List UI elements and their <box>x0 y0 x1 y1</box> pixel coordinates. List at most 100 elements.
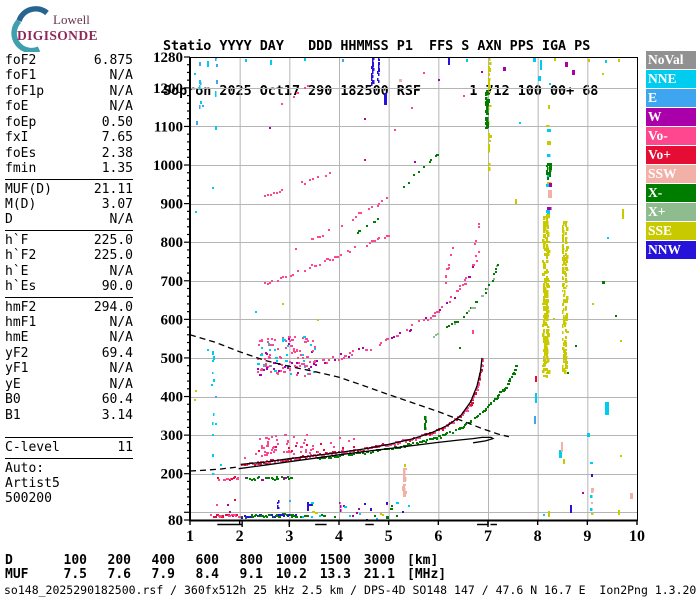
grid-lines <box>190 57 637 520</box>
param-label: foF1p <box>5 83 45 99</box>
param-row: foEp 0.50 <box>5 115 133 130</box>
param-value: 225.0 <box>93 232 133 248</box>
legend-item-nnw: NNW <box>646 240 696 259</box>
trace-f2-o <box>257 251 480 376</box>
logo-text-digisonde: DIGISONDE <box>17 28 98 43</box>
param-value: N/A <box>109 361 133 377</box>
param-row: D N/A <box>5 212 133 227</box>
param-label: yF2 <box>5 345 29 361</box>
param-label: hmF2 <box>5 299 37 315</box>
param-value: 1.35 <box>101 161 133 177</box>
trace-f5-o <box>281 85 309 105</box>
digisonde-logo: Lowell DIGISONDE <box>6 4 156 54</box>
y-tick-label: 300 <box>161 428 184 444</box>
param-label: M(D) <box>5 196 37 212</box>
param-label: h`F2 <box>5 248 37 264</box>
x-tick-label: 1 <box>186 528 194 545</box>
param-row: hmF1 N/A <box>5 315 133 330</box>
legend-item-vo-: Vo- <box>646 126 696 145</box>
row-value: 7.5 <box>63 567 87 582</box>
param-label: h`E <box>5 263 29 279</box>
panel-divider <box>5 457 133 459</box>
logo-text-lowell: Lowell <box>53 12 90 27</box>
y-tick-label: 500 <box>161 351 184 367</box>
row-value: 7.6 <box>107 567 131 582</box>
param-label: fmin <box>5 161 37 177</box>
curve-trace-fit <box>240 357 483 466</box>
y-tick-label: 600 <box>161 312 184 328</box>
param-label: D <box>5 212 13 228</box>
row-value: 200 <box>107 553 131 568</box>
legend-item-ssw: SSW <box>646 164 696 183</box>
param-row: h`F 225.0 <box>5 233 133 248</box>
param-label: h`Es <box>5 279 37 295</box>
y-tick-label: 900 <box>161 197 184 213</box>
x-tick-label: 8 <box>534 528 542 545</box>
echo-direction-legend: NoVal NNE E W Vo- Vo+ SSW X- X+ SSE NNW <box>646 51 696 260</box>
param-value: 3.14 <box>101 407 133 423</box>
x-tick-label: 6 <box>434 528 442 545</box>
param-row: yE N/A <box>5 377 133 392</box>
param-row: hmF2 294.0 <box>5 300 133 315</box>
row-value: 400 <box>151 553 175 568</box>
parameter-panel: foF2 6.875 foF1 N/A foF1p N/A foE N/A foEp 0.50 fx… <box>5 53 133 507</box>
param-row: h`Es 90.0 <box>5 279 133 294</box>
param-value: N/A <box>109 376 133 392</box>
row-unit: [km] <box>407 553 439 568</box>
scatter-clusters <box>257 336 410 521</box>
axes <box>184 56 638 525</box>
y-tick-label: 200 <box>161 467 184 483</box>
x-tick-label: 2 <box>236 528 244 545</box>
row-value: 1500 <box>319 553 351 568</box>
param-row: foF2 6.875 <box>5 53 133 68</box>
x-tick-label: 3 <box>285 528 293 545</box>
muf-distance-table: D 100 200 400 600 800 1000 1500 3000 [km] MUF 7.5 7.… <box>5 554 446 582</box>
param-value: 2.38 <box>101 145 133 161</box>
y-tick-label: 1200 <box>153 81 183 97</box>
row-value: 3000 <box>363 553 395 568</box>
param-label: h`F <box>5 232 29 248</box>
trace-f4-o <box>295 197 388 250</box>
trace-f2-x <box>433 264 499 338</box>
param-value: 69.4 <box>101 345 133 361</box>
row-value: 13.3 <box>319 567 351 582</box>
x-tick-label: 7 <box>484 528 492 545</box>
param-label: foEs <box>5 145 37 161</box>
row-label: MUF <box>5 567 29 582</box>
trace-f4-x <box>357 218 379 234</box>
x-tick-label: 9 <box>583 528 591 545</box>
x-tick-label: 5 <box>385 528 393 545</box>
param-value: N/A <box>109 315 133 330</box>
legend-item-nne: NNE <box>646 69 696 88</box>
param-label: fxI <box>5 130 29 146</box>
table-row-d: D 100 200 400 600 800 1000 1500 3000 [km] <box>5 554 446 568</box>
param-row: Auto: <box>5 461 133 476</box>
trace-f3-asym-b <box>474 223 480 245</box>
trace-es-190-green <box>245 476 293 481</box>
param-label: foF1 <box>5 68 37 84</box>
legend-item-noval: NoVal <box>646 51 696 69</box>
param-row: foE N/A <box>5 99 133 114</box>
row-value: 1000 <box>275 553 307 568</box>
noise-specks <box>194 58 633 519</box>
y-tick-label: 1100 <box>154 119 183 135</box>
row-value: 8.4 <box>195 567 219 582</box>
trace-f3-o <box>264 235 390 285</box>
param-label: hmE <box>5 330 29 346</box>
param-row: foF1p N/A <box>5 84 133 99</box>
y-tick-label: 1280 <box>153 50 183 66</box>
panel-divider <box>5 296 133 298</box>
row-value: 21.1 <box>363 567 395 582</box>
param-value: 225.0 <box>93 248 133 264</box>
legend-item-sse: SSE <box>646 221 696 240</box>
curve-transmission-curve <box>189 334 510 438</box>
legend-item-vo+: Vo+ <box>646 145 696 164</box>
rfi-columns <box>199 57 595 517</box>
param-label: hmF1 <box>5 315 37 330</box>
ionogram-svg: 8020030040050060070080090010001100120012… <box>153 50 645 545</box>
param-value: N/A <box>109 83 133 99</box>
y-tick-label: 400 <box>161 390 184 406</box>
param-value: N/A <box>109 212 133 228</box>
param-row: M(D) 3.07 <box>5 197 133 212</box>
param-value: 294.0 <box>93 299 133 315</box>
